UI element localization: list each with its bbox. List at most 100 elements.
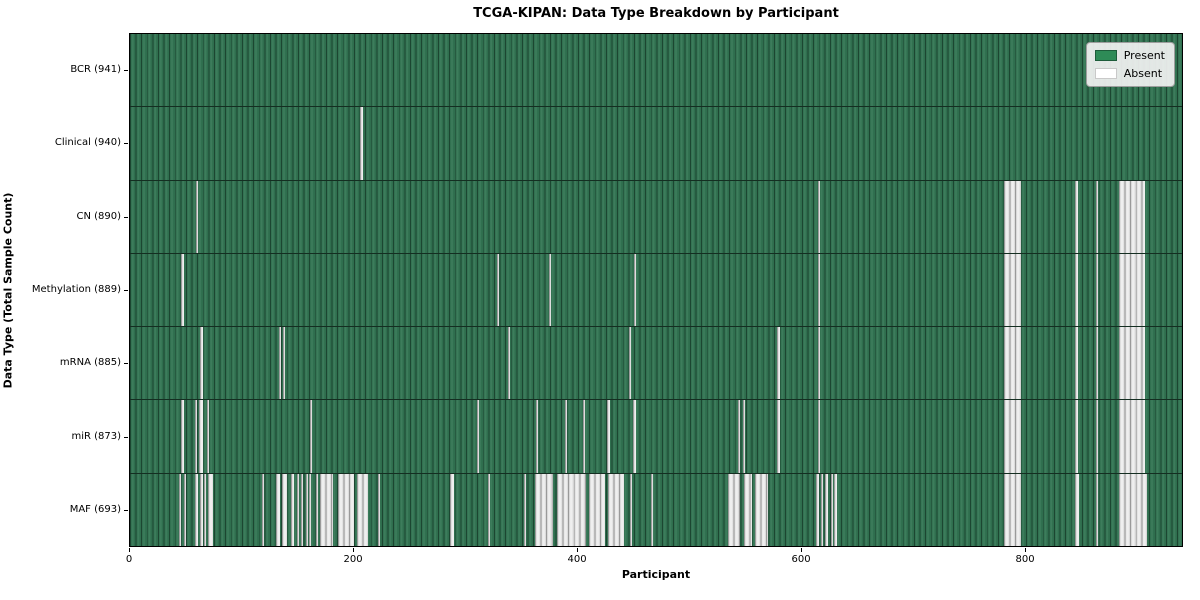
absent-stripe [1095,253,1099,327]
absent-stripe [378,473,381,546]
absent-stripe [207,400,210,473]
x-tick-mark [801,548,803,552]
absent-stripe [777,327,780,400]
absent-stripe [195,180,199,253]
legend: Present Absent [1085,42,1175,87]
absent-stripe [1119,180,1146,253]
y-tick-mark [124,510,128,512]
absent-stripe [356,473,369,546]
absent-stripe [754,473,769,546]
absent-stripe [825,473,828,546]
y-tick-label-clinical: Clinical (940) [54,137,121,149]
absent-stripe [628,327,631,400]
x-tick-mark [577,548,579,552]
absent-stripe [181,253,184,327]
absent-stripe [305,473,308,546]
absent-stripe [1119,400,1146,473]
absent-stripe [309,400,313,473]
x-tick-label-800: 800 [1015,554,1035,565]
absent-stripe [449,473,455,546]
absent-stripe [742,400,745,473]
absent-stripe [1074,473,1080,546]
absent-stripe [203,473,207,546]
absent-stripe [283,327,286,400]
x-tick-label-0: 0 [125,554,133,565]
absent-stripe [1119,327,1146,400]
absent-stripe [1004,327,1021,400]
y-tick-label-cn: CN (890) [76,210,121,222]
absent-stripe [817,400,820,473]
absent-stripe [830,473,834,546]
absent-stripe [1004,400,1021,473]
chart-title: TCGA-KIPAN: Data Type Breakdown by Parti… [473,6,839,21]
y-tick-mark [124,436,128,438]
absent-stripe [487,473,490,546]
absent-stripe [282,473,287,546]
absent-stripe [276,473,280,546]
absent-stripe [179,473,182,546]
absent-stripe [1004,253,1021,327]
absent-stripe [589,473,606,546]
absent-stripe [507,327,511,400]
absent-stripe [337,473,354,546]
absent-stripe [817,253,820,327]
x-tick-mark [1025,548,1027,552]
absent-stripe [1119,253,1146,327]
absent-stripe [633,400,637,473]
x-tick-label-200: 200 [343,554,363,565]
absent-stripe [1095,473,1099,546]
absent-swatch [1094,68,1117,79]
absent-stripe [320,473,334,546]
absent-stripe [549,253,552,327]
y-tick-label-maf: MAF (693) [69,504,121,516]
y-tick-mark [124,143,128,145]
absent-stripe [1074,327,1079,400]
absent-stripe [1004,473,1021,546]
x-tick-mark [353,548,355,552]
y-tick-mark [124,216,128,218]
absent-stripe [743,473,752,546]
absent-stripe [608,473,625,546]
absent-stripe [1074,400,1079,473]
y-tick-mark [124,290,128,291]
x-tick-label-400: 400 [567,554,587,565]
absent-stripe [738,400,741,473]
absent-stripe [199,400,203,473]
legend-present-label: Present [1123,49,1165,62]
x-tick-label-600: 600 [791,554,811,565]
absent-stripe [728,473,741,546]
x-axis-label: Participant [621,568,691,581]
absent-stripe [564,400,568,473]
absent-stripe [278,327,281,400]
absent-stripe [194,473,199,546]
y-tick-label-bcr: BCR (941) [70,63,121,75]
y-tick-label-methylation: Methylation (889) [31,284,121,295]
absent-stripe [582,400,585,473]
absent-stripe [834,473,837,546]
y-tick-mark [124,69,128,71]
absent-stripe [315,473,318,546]
present-swatch [1094,50,1117,61]
absent-stripe [777,400,780,473]
absent-stripe [1119,473,1148,546]
absent-stripe [200,327,203,400]
legend-absent-label: Absent [1123,67,1163,80]
absent-stripe [820,473,824,546]
row-mrna [130,327,1182,401]
absent-stripe [634,253,637,327]
absent-stripe [1095,327,1099,400]
y-tick-label-mrna: mRNA (885) [59,357,121,369]
absent-stripe [208,473,213,546]
absent-stripe [607,400,610,473]
absent-stripe [817,327,820,400]
row-mir [130,400,1182,474]
absent-stripe [1074,180,1079,253]
legend-item-present: Present [1094,49,1165,62]
absent-stripe [557,473,587,546]
legend-item-absent: Absent [1094,67,1165,80]
y-tick-label-mir: miR (873) [71,430,121,442]
absent-stripe [1095,400,1099,473]
absent-stripe [650,473,654,546]
absent-stripe [296,473,299,546]
absent-stripe [496,253,499,327]
